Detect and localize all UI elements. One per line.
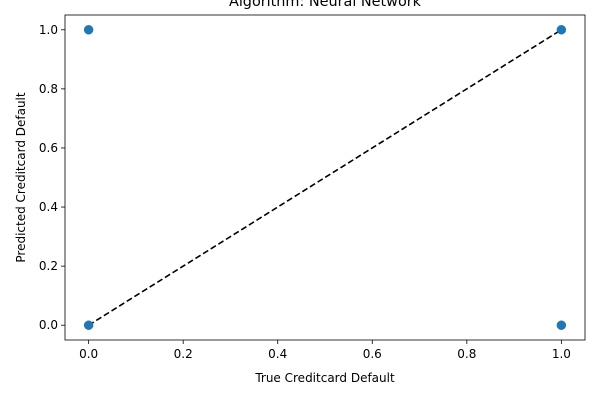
y-axis-label: Predicted Creditcard Default: [14, 92, 28, 262]
plot-frame: [64, 14, 586, 341]
y-tick-label: 0.8: [39, 82, 58, 96]
x-axis-label: True Creditcard Default: [254, 371, 395, 385]
y-tick-label: 0.2: [39, 259, 58, 273]
x-tick-label: 0.0: [79, 347, 98, 361]
y-tick-label: 0.6: [39, 141, 58, 155]
reference-line: [88, 29, 562, 326]
scatter-point: [556, 25, 567, 35]
y-tick-label: 1.0: [39, 23, 58, 37]
chart-title: Algorithm: Neural Network: [229, 0, 422, 10]
x-tick-label: 0.8: [457, 347, 476, 361]
scatter-point: [556, 320, 567, 330]
x-tick-label: 0.6: [363, 347, 382, 361]
x-tick-label: 0.2: [174, 347, 193, 361]
y-tick-label: 0.0: [39, 318, 58, 332]
plot-area: 0.0 0.2 0.4 0.6 0.8 1.0 0.0 0.2 0.4 0.6 0.8 1.0: [39, 14, 586, 361]
y-tick-label: 0.4: [39, 200, 58, 214]
scatter-point: [83, 320, 94, 330]
x-tick-label: 0.4: [268, 347, 287, 361]
scatter-point: [83, 25, 94, 35]
x-tick-label: 1.0: [552, 347, 571, 361]
